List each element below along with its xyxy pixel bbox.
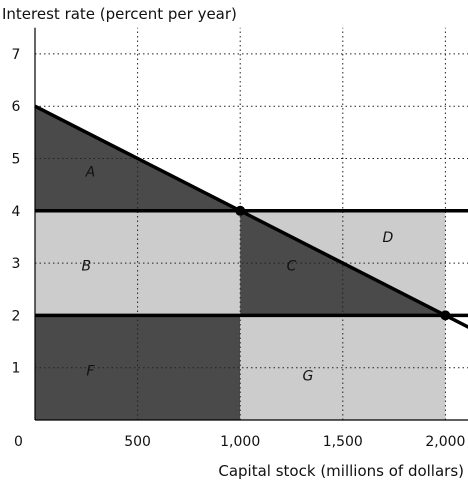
y-tick-label: 5 <box>12 152 21 168</box>
origin-label: 0 <box>14 434 23 450</box>
y-tick-label: 1 <box>12 361 21 377</box>
curves <box>34 104 468 329</box>
x-tick-label: 500 <box>124 434 151 450</box>
equilibrium-point <box>440 310 451 321</box>
x-tick-label: 1,000 <box>220 434 260 450</box>
axes <box>34 27 468 421</box>
x-axis-title: Capital stock (millions of dollars) <box>218 462 464 480</box>
x-tick-label: 2,000 <box>425 434 465 450</box>
y-tick-label: 2 <box>12 308 21 324</box>
region-g <box>240 315 446 420</box>
region-label-d: D <box>383 230 394 246</box>
line-kd <box>34 104 468 329</box>
y-tick-label: 7 <box>12 47 21 63</box>
region-b <box>35 210 241 316</box>
region-label-g: G <box>302 369 313 385</box>
x-tick-label: 1,500 <box>323 434 363 450</box>
y-tick-label: 4 <box>12 204 21 220</box>
y-tick-label: 6 <box>12 99 21 115</box>
region-label-a: A <box>85 165 96 181</box>
y-axis-title: Interest rate (percent per year) <box>2 5 237 23</box>
equilibrium-point <box>235 205 246 216</box>
region-f <box>35 315 241 420</box>
y-tick-label: 3 <box>12 256 21 272</box>
region-label-c: C <box>287 259 297 275</box>
region-label-b: B <box>81 259 91 275</box>
labels: 5001,0001,5002,0002,5003,0003,5001234567… <box>12 47 466 450</box>
region-label-f: F <box>86 363 95 379</box>
